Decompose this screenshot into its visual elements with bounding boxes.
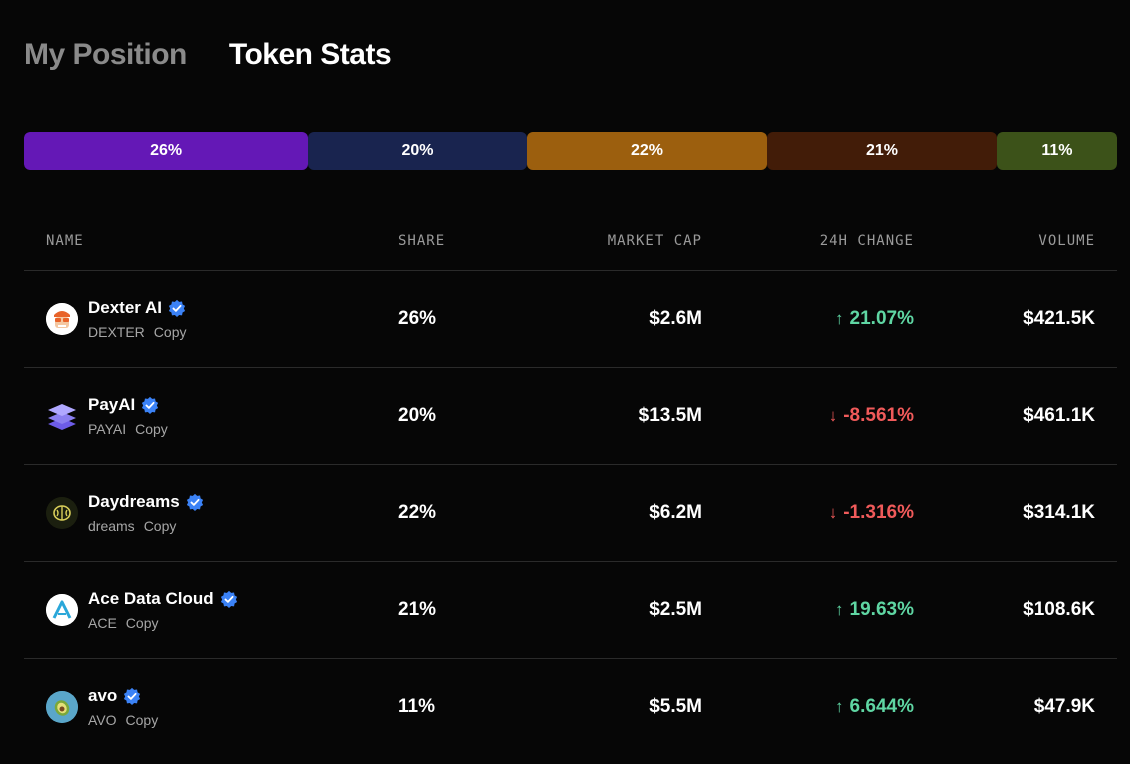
share-segment: 11% — [996, 132, 1117, 170]
volume-value: $108.6K — [1023, 599, 1095, 620]
share-value: 11% — [398, 696, 435, 717]
share-value: 22% — [398, 502, 437, 523]
token-name[interactable]: Ace Data Cloud — [88, 589, 214, 608]
market-cap-value: $2.6M — [649, 308, 702, 329]
tab-my-position[interactable]: My Position — [24, 38, 187, 71]
header-volume: VOLUME — [1038, 233, 1095, 249]
copy-button[interactable]: Copy — [125, 712, 159, 728]
change-value: ↑ 19.63% — [835, 599, 914, 620]
share-segment: 20% — [308, 132, 527, 170]
copy-button[interactable]: Copy — [135, 421, 168, 437]
table-row[interactable]: avo AVO Copy 11% $5.5M ↑ 6.644% $47.9K — [24, 659, 1117, 755]
token-ticker: AVO — [88, 712, 117, 728]
share-value: 26% — [398, 308, 437, 329]
arrow-down-icon: ↓ — [828, 503, 838, 522]
volume-value: $421.5K — [1023, 308, 1095, 329]
market-cap-value: $2.5M — [649, 599, 702, 620]
token-ticker: PAYAI — [88, 421, 127, 437]
change-value: ↓ -1.316% — [828, 502, 914, 523]
copy-button[interactable]: Copy — [125, 615, 159, 631]
arrow-down-icon: ↓ — [828, 406, 838, 425]
volume-value: $461.1K — [1023, 405, 1095, 426]
name-cell: PayAI PAYAI Copy — [24, 395, 354, 437]
name-cell: Daydreams dreams Copy — [24, 492, 354, 534]
market-cap-value: $13.5M — [638, 405, 702, 426]
market-cap-value: $5.5M — [649, 696, 702, 717]
share-value: 20% — [398, 405, 437, 426]
change-value: ↑ 6.644% — [835, 696, 914, 717]
token-ticker: DEXTER — [88, 324, 145, 340]
token-name[interactable]: Daydreams — [88, 492, 180, 511]
share-value: 21% — [398, 599, 437, 620]
table-row[interactable]: Dexter AI DEXTER Copy 26% $2.6M ↑ 21.07% … — [24, 271, 1117, 368]
token-name[interactable]: PayAI — [88, 395, 136, 414]
change-value: ↓ -8.561% — [828, 405, 914, 426]
arrow-up-icon: ↑ — [835, 309, 844, 328]
volume-value: $314.1K — [1023, 502, 1095, 523]
token-stats-table: NAME SHARE MARKET CAP 24H CHANGE VOLUME … — [24, 212, 1117, 755]
token-ticker: ACE — [88, 615, 117, 631]
verified-badge-icon — [142, 396, 159, 414]
arrow-up-icon: ↑ — [835, 697, 844, 716]
copy-button[interactable]: Copy — [153, 324, 187, 340]
copy-button[interactable]: Copy — [143, 518, 177, 534]
table-row[interactable]: PayAI PAYAI Copy 20% $13.5M ↓ -8.561% $46… — [24, 368, 1117, 465]
verified-badge-icon — [220, 590, 237, 608]
table-row[interactable]: Daydreams dreams Copy 22% $6.2M ↓ -1.316%… — [24, 465, 1117, 562]
share-distribution-bar: 26% 20% 22% 21% 11% — [24, 132, 1117, 170]
dexter-logo-icon — [46, 303, 78, 335]
change-value: ↑ 21.07% — [835, 308, 914, 329]
verified-badge-icon — [124, 687, 141, 705]
name-cell: Ace Data Cloud ACE Copy — [24, 589, 354, 631]
avo-logo-icon — [46, 691, 78, 723]
tab-token-stats[interactable]: Token Stats — [228, 38, 392, 71]
verified-badge-icon — [186, 493, 203, 511]
verified-badge-icon — [168, 299, 186, 317]
name-cell: avo AVO Copy — [24, 686, 354, 728]
header-share: SHARE — [398, 233, 446, 249]
share-segment: 26% — [24, 132, 309, 170]
token-ticker: dreams — [88, 518, 135, 534]
table-row[interactable]: Ace Data Cloud ACE Copy 21% $2.5M ↑ 19.63… — [24, 562, 1117, 659]
name-cell: Dexter AI DEXTER Copy — [24, 298, 354, 340]
tab-bar: My Position Token Stats — [24, 38, 392, 72]
market-cap-value: $6.2M — [649, 502, 702, 523]
header-24h-change: 24H CHANGE — [819, 233, 914, 249]
table-header: NAME SHARE MARKET CAP 24H CHANGE VOLUME — [24, 212, 1117, 271]
arrow-up-icon: ↑ — [835, 600, 844, 619]
header-market-cap: MARKET CAP — [607, 233, 702, 249]
token-name[interactable]: avo — [88, 686, 118, 705]
daydreams-logo-icon — [46, 497, 78, 529]
share-segment: 21% — [767, 132, 997, 170]
share-segment: 22% — [526, 132, 768, 170]
ace-logo-icon — [46, 594, 78, 626]
volume-value: $47.9K — [1033, 696, 1095, 717]
payai-logo-icon — [46, 400, 78, 432]
header-name: NAME — [46, 233, 84, 249]
token-name[interactable]: Dexter AI — [88, 298, 163, 317]
